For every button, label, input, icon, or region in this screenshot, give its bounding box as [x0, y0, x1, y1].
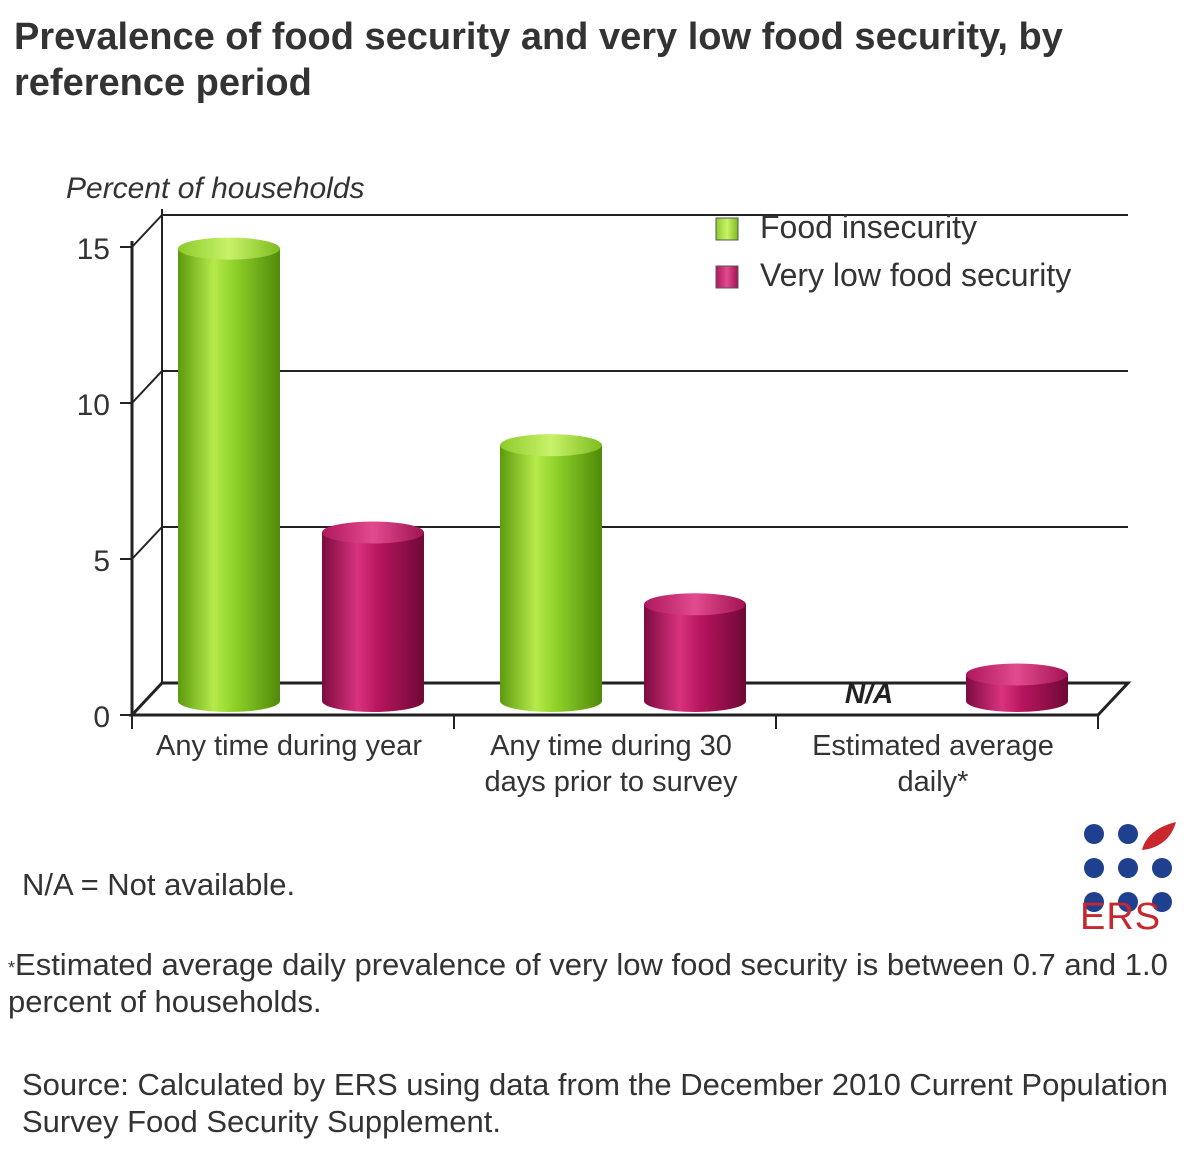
logo-dot [1118, 858, 1138, 878]
source-note: Source: Calculated by ERS using data fro… [22, 1067, 1168, 1139]
legend: Food insecurity Very low food security [715, 209, 1071, 293]
bar-top [644, 593, 746, 616]
logo-dot [1084, 858, 1104, 878]
y-tick-label: 0 [93, 701, 110, 734]
na-note: N/A = Not available. [22, 867, 296, 902]
logo-dot [1152, 858, 1172, 878]
x-tick-label: Estimated average daily* [812, 730, 1054, 798]
y-tick-label: 15 [77, 233, 110, 266]
bar-top [500, 434, 602, 457]
logo-dot [1084, 892, 1104, 912]
gridline-diagonal [131, 370, 163, 404]
footnote-text: Estimated average daily prevalence of ve… [8, 947, 1168, 1019]
legend-swatch [715, 265, 739, 289]
logo-dot [1118, 892, 1138, 912]
legend-label: Very low food security [760, 257, 1071, 293]
footnote: *Estimated average daily prevalence of v… [8, 946, 1188, 1020]
bar-body [644, 604, 746, 712]
chart-plot: Percent of households 0 5 10 15 N/A Any tim… [66, 172, 1132, 798]
logo-dot [1118, 824, 1138, 844]
logo-dot [1152, 892, 1172, 912]
legend-label: Food insecurity [760, 209, 977, 245]
bar-body [322, 532, 424, 712]
x-tick-label: Any time during 30 days prior to survey [484, 730, 738, 798]
ers-logo [1084, 822, 1176, 912]
logo-dots [1084, 824, 1172, 912]
logo-dot [1084, 824, 1104, 844]
x-axis-labels: Any time during year Any time during 30 da… [156, 730, 1054, 798]
x-tick-label: Any time during year [156, 730, 422, 762]
y-axis-title: Percent of households [66, 172, 365, 205]
bars: N/A [178, 237, 1068, 712]
bar-body [500, 445, 602, 712]
leaf-icon [1142, 822, 1176, 850]
bar-top [178, 237, 280, 260]
bar-body [178, 248, 280, 712]
chart-title: Prevalence of food security and very low… [14, 16, 1063, 104]
gridline-diagonal [131, 214, 163, 248]
bar-top [966, 663, 1068, 686]
bar-top [322, 521, 424, 544]
gridlines [131, 214, 1128, 560]
footnote-mark: * [8, 958, 16, 978]
y-tick-label: 10 [77, 389, 110, 422]
legend-swatch [715, 217, 739, 241]
na-label: N/A [845, 678, 893, 709]
ers-logo-text: ERS [1080, 896, 1162, 938]
y-tick-label: 5 [93, 545, 110, 578]
gridline-diagonal [131, 526, 163, 560]
